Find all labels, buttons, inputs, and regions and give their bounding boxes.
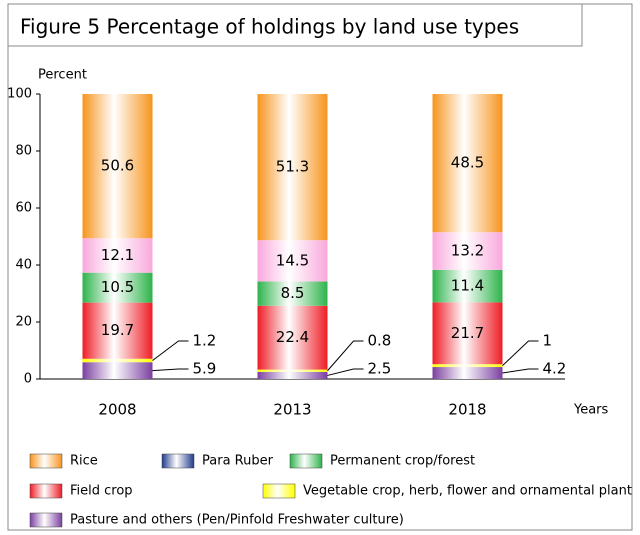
bar-segment (82, 238, 153, 273)
value-label: 4.2 (543, 360, 567, 378)
y-tick-label: 20 (15, 315, 32, 330)
legend-swatch (161, 453, 195, 469)
bar-segment (432, 94, 503, 233)
value-label: 11.4 (451, 277, 484, 295)
value-label: 14.5 (276, 251, 309, 269)
bar-segment (432, 269, 503, 303)
leader-line (502, 368, 539, 374)
leader-line (327, 368, 364, 376)
y-tick-label: 80 (15, 144, 32, 159)
bar-segment (432, 364, 503, 368)
bar-segment (82, 94, 153, 239)
legend-label: Vegetable crop, herb, flower and ornamen… (303, 484, 632, 499)
legend-swatch (29, 512, 63, 528)
legend-swatch (29, 453, 63, 469)
value-label: 0.8 (368, 332, 392, 350)
y-tick-label: 60 (15, 201, 32, 216)
bar-segment (82, 358, 153, 363)
value-label: 12.1 (101, 246, 134, 264)
bar-segment (257, 240, 328, 282)
bar-segment (82, 272, 153, 303)
value-label: 8.5 (281, 284, 305, 302)
legend-swatch (262, 483, 296, 499)
value-label: 10.5 (101, 278, 134, 296)
legend-swatch (29, 483, 63, 499)
bar-segment (432, 367, 503, 379)
value-label: 22.4 (276, 328, 309, 346)
leader-line (502, 340, 539, 366)
legend-label: Field crop (70, 484, 133, 499)
bar-segment (257, 369, 328, 372)
bar-segment (432, 232, 503, 270)
bar-segment (257, 94, 328, 241)
value-label: 1 (543, 332, 553, 350)
value-label: 48.5 (451, 154, 484, 172)
value-label: 2.5 (368, 360, 392, 378)
y-tick-label: 100 (7, 87, 32, 102)
legend-label: Para Ruber (202, 454, 274, 469)
chart-title: Figure 5 Percentage of holdings by land … (20, 15, 519, 39)
value-label: 19.7 (101, 321, 134, 339)
leader-line (152, 340, 189, 361)
y-tick-label: 40 (15, 258, 32, 273)
bar-segment (432, 302, 503, 365)
bar-segment (257, 281, 328, 306)
bar-segment (82, 362, 153, 379)
value-label: 5.9 (193, 360, 217, 378)
legend-label: Rice (70, 454, 98, 469)
title-box (7, 3, 583, 47)
bar-segment (257, 305, 328, 370)
x-tick-label: 2013 (273, 401, 311, 419)
value-label: 51.3 (276, 158, 309, 176)
x-axis-label: Years (573, 403, 609, 418)
value-label: 50.6 (101, 157, 134, 175)
value-label: 1.2 (193, 332, 217, 350)
legend-label: Permanent crop/forest (330, 454, 475, 469)
bar-segment (82, 302, 153, 359)
value-label: 21.7 (451, 324, 484, 342)
y-axis-label: Percent (38, 68, 87, 83)
legend-swatch (289, 453, 323, 469)
bar-segment (257, 371, 328, 379)
x-tick-label: 2018 (448, 401, 486, 419)
value-label: 13.2 (451, 242, 484, 260)
legend-label: Pasture and others (Pen/Pinfold Freshwat… (70, 513, 404, 528)
x-tick-label: 2008 (98, 401, 136, 419)
y-tick-label: 0 (24, 372, 32, 387)
leader-line (327, 340, 364, 372)
leader-line (152, 368, 189, 372)
